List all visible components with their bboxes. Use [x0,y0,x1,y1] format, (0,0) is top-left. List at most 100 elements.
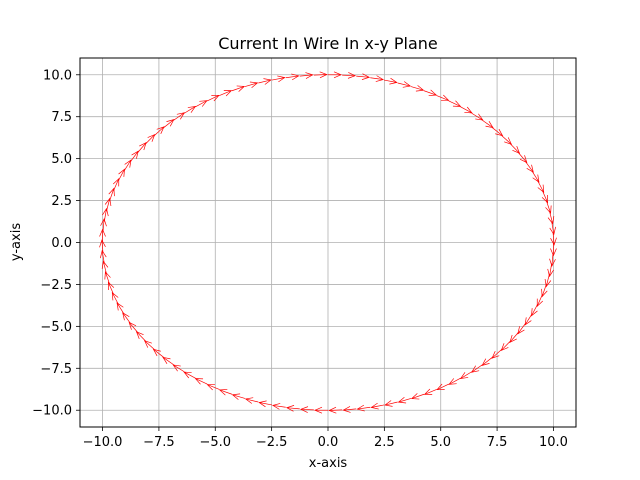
arrow-shaft [272,405,286,408]
current-arrow [299,72,314,79]
arrow-shaft [482,119,494,128]
arrow-head [517,326,525,335]
arrow-shaft [145,134,155,145]
arrow-shaft [231,86,245,92]
current-arrow [285,73,300,81]
arrow-head [545,205,552,214]
current-arrow [299,406,314,413]
arrow-shaft [411,393,425,399]
current-arrow [549,221,556,236]
arrow-head [122,312,130,321]
arrow-shaft [113,178,120,191]
arrow-shaft [517,323,526,334]
arrow-shaft [109,188,115,201]
arrow-head [162,356,171,364]
current-arrow [173,112,186,121]
arrow-shaft [128,322,138,333]
arrow-shaft [219,389,233,395]
arrow-head [504,137,513,145]
arrow-head [519,155,528,164]
arrow-shaft [300,408,314,411]
arrow-shaft [542,190,548,203]
arrow-shaft [154,126,165,136]
current-arrow [100,218,107,232]
arrow-head [244,397,254,404]
arrow-shaft [153,348,164,358]
arrow-head [547,268,554,278]
y-tick-label: 2.5 [51,194,72,209]
arrow-head [139,142,147,151]
current-arrow [112,177,120,191]
arrow-shaft [285,75,299,79]
arrow-shaft [245,398,259,403]
arrow-shaft [136,331,146,342]
arrow-head [333,71,342,79]
arrow-head [104,271,111,280]
arrow-shaft [118,169,125,181]
arrow-head [550,248,557,257]
arrow-head [206,384,215,391]
arrow-shaft [342,74,356,77]
arrow-shaft [101,250,105,264]
arrow-shaft [299,74,313,77]
arrow-head [512,145,521,154]
arrow-head [231,393,241,400]
arrow-head [509,334,517,343]
x-tick-label: 10.0 [539,435,568,450]
arrow-shaft [173,364,185,373]
arrow-head [536,298,544,308]
arrow-shaft [271,77,285,81]
arrow-head [108,187,115,197]
arrow-shaft [103,208,107,222]
current-arrow [313,71,328,79]
arrow-head [384,400,393,407]
current-arrow [471,112,484,121]
arrow-shaft [111,292,119,305]
arrow-shaft [343,408,357,411]
arrow-shaft [518,152,528,163]
arrow-shaft [259,402,272,406]
arrow-head [104,197,112,207]
current-arrow [482,119,494,129]
arrow-shaft [537,180,545,193]
arrow-shaft [509,332,519,343]
x-tick-label: 7.5 [487,435,508,450]
arrow-shaft [356,75,370,78]
arrow-head [194,378,204,385]
current-arrow [384,400,398,407]
arrow-head [423,388,433,395]
arrow-shaft [123,159,132,172]
current-arrow [423,89,438,96]
arrow-head [285,405,295,412]
y-tick-label: 7.5 [51,110,72,125]
arrow-head [464,106,473,114]
arrow-shaft [219,90,232,96]
current-arrow [510,143,521,154]
current-arrow [195,100,208,108]
arrow-head [112,177,120,187]
arrow-shaft [398,398,412,403]
current-arrow [271,75,286,83]
arrow-head [549,226,556,236]
current-arrow [99,239,106,254]
arrow-shaft [106,198,111,212]
arrow-shaft [524,313,533,326]
arrow-shaft [207,384,220,390]
arrow-head [218,389,228,396]
current-arrow [219,90,233,97]
arrow-head [328,406,337,414]
arrow-head [236,85,246,92]
current-arrow [172,364,185,373]
arrow-shaft [384,401,398,406]
arrow-head [375,75,384,82]
current-arrow [436,383,449,391]
current-arrow [118,168,125,181]
y-tick-label: 0.0 [51,236,72,251]
current-arrow [244,81,259,89]
current-arrow [122,312,131,324]
x-tick-label: 5.0 [430,435,451,450]
current-arrow [524,313,533,326]
arrow-head [537,184,545,194]
arrow-head [389,77,398,85]
arrow-head [524,317,532,326]
